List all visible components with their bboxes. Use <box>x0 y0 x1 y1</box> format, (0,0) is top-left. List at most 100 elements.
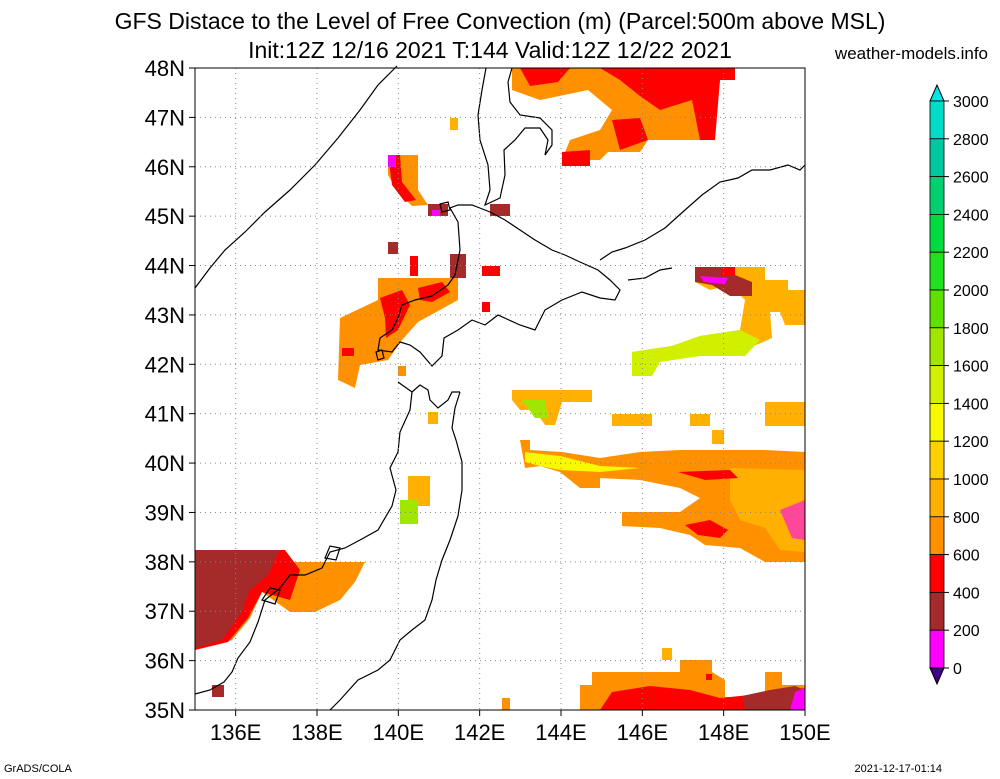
lat-tick-label: 46N <box>145 155 185 180</box>
colorbar-label: 800 <box>953 510 980 527</box>
lon-tick-label: 144E <box>535 720 586 745</box>
field-patch <box>482 266 500 276</box>
field-patch <box>522 400 548 418</box>
field-patch <box>502 698 510 710</box>
colorbar-bin <box>929 138 945 178</box>
colorbar-label: 1600 <box>953 359 989 376</box>
lat-tick-label: 36N <box>145 649 185 674</box>
coastline <box>194 65 398 289</box>
coastlines <box>194 65 806 711</box>
field-patch <box>685 520 728 538</box>
colorbar-bin <box>929 440 945 480</box>
map-frame <box>194 67 806 711</box>
field-patch <box>512 390 592 425</box>
colorbar-bin <box>929 516 945 555</box>
field-patch <box>490 204 510 216</box>
colorbar-label: 2400 <box>953 207 989 224</box>
lat-tick-label: 41N <box>145 402 185 427</box>
chart-subtitle: Init:12Z 12/16 2021 T:144 Valid:12Z 12/2… <box>248 37 732 63</box>
colorbar-label: 2800 <box>953 132 989 149</box>
field-patch <box>380 290 410 338</box>
lon-tick-label: 150E <box>779 720 830 745</box>
map-grid <box>195 68 805 710</box>
latitude-axis: 48N 47N 46N 45N 44N 43N 42N 41N 40N 39N 38N 37N 36N 3… <box>145 56 195 723</box>
field-patch <box>428 412 438 424</box>
field-patch <box>388 242 398 254</box>
field-patch <box>700 276 728 284</box>
lon-tick-label: 138E <box>291 720 342 745</box>
footer-left: GrADS/COLA <box>4 763 72 775</box>
lat-tick-label: 43N <box>145 303 185 328</box>
colorbar-bin <box>929 478 945 518</box>
field-patch <box>712 430 724 444</box>
lat-tick-label: 40N <box>145 451 185 476</box>
colorbar-bin <box>929 289 945 329</box>
colorbar-under-arrow <box>929 667 945 686</box>
coastline-sakhalin <box>477 67 553 207</box>
colorbar-bin <box>929 327 945 366</box>
lon-tick-label: 136E <box>210 720 261 745</box>
colorbar-bin <box>929 402 945 442</box>
coastline-tsugaru <box>411 384 460 409</box>
lon-tick-label: 146E <box>617 720 668 745</box>
colorbar-bin <box>929 554 945 593</box>
colorbar-bin <box>929 629 945 669</box>
coastline-small <box>439 201 451 213</box>
coastline-honshu-west <box>194 381 413 695</box>
lat-tick-label: 37N <box>145 599 185 624</box>
lat-tick-label: 48N <box>145 56 185 81</box>
field-patch <box>450 118 458 130</box>
field-patch <box>410 256 418 276</box>
field-patch <box>525 452 640 472</box>
field-patch <box>520 68 570 86</box>
longitude-axis: 136E 138E 140E 142E 144E 146E 148E 150E <box>210 710 831 745</box>
coastline-hokkaido <box>377 204 621 367</box>
footer-right: 2021-12-17-01:14 <box>854 763 942 775</box>
lat-tick-label: 39N <box>145 500 185 525</box>
colorbar-label: 200 <box>953 623 980 640</box>
coastline-north <box>599 164 806 261</box>
colorbar-label: 600 <box>953 548 980 565</box>
field-patch <box>432 210 440 216</box>
field-patch <box>450 254 466 278</box>
field-patch <box>600 68 735 140</box>
field-patch <box>690 414 710 426</box>
colorbar-bin <box>929 592 945 631</box>
field-patch <box>790 688 805 710</box>
colorbar-bin <box>929 213 945 253</box>
colorbar-bin <box>929 365 945 404</box>
lon-tick-label: 140E <box>373 720 424 745</box>
field-patch <box>742 686 805 710</box>
field-patch <box>482 302 490 312</box>
colorbar-label: 3000 <box>953 94 989 111</box>
colorbar-label: 2200 <box>953 245 989 262</box>
field-patch <box>612 118 648 150</box>
colorbar-label: 1000 <box>953 472 989 489</box>
coastline-honshu-east <box>329 391 463 711</box>
lat-tick-label: 35N <box>145 698 185 723</box>
field-patch <box>212 685 224 697</box>
field-patch <box>730 468 805 552</box>
field-patch <box>400 500 418 524</box>
field-patch <box>706 674 712 680</box>
lat-tick-label: 42N <box>145 352 185 377</box>
lat-tick-label: 45N <box>145 204 185 229</box>
lat-tick-label: 47N <box>145 105 185 130</box>
colorbar-label: 1400 <box>953 396 989 413</box>
lat-tick-label: 44N <box>145 254 185 279</box>
colorbar-label: 400 <box>953 585 980 602</box>
chart-title: GFS Distace to the Level of Free Convect… <box>114 8 886 34</box>
field-patch <box>662 648 672 660</box>
lfc-field <box>195 68 805 710</box>
colorbar-label: 2000 <box>953 283 989 300</box>
field-patch <box>562 150 590 166</box>
field-patch <box>780 500 805 540</box>
colorbar-label: 0 <box>953 661 962 678</box>
field-patch <box>388 155 396 167</box>
colorbar-bin <box>929 100 945 140</box>
colorbar: 3000280026002400220020001800160014001200… <box>929 83 989 686</box>
lon-tick-label: 142E <box>454 720 505 745</box>
field-patch <box>632 330 760 376</box>
colorbar-over-arrow <box>929 83 945 102</box>
